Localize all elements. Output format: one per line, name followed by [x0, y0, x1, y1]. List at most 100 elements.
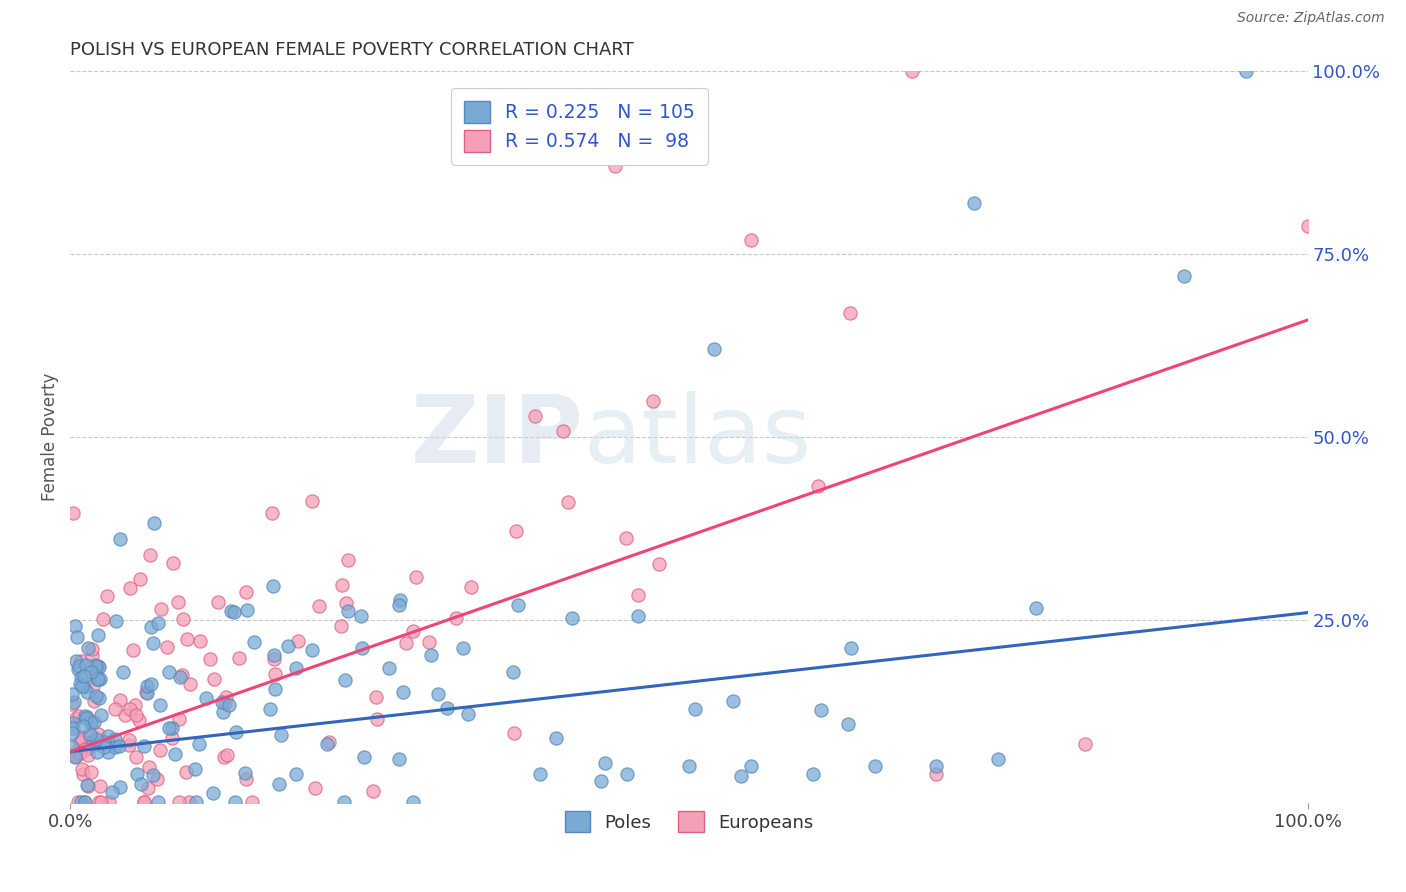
Point: [77, 740, 100, 755]
Point: [108, 739, 131, 754]
Legend: Poles, Europeans: Poles, Europeans: [555, 803, 823, 841]
Point: [925, 759, 948, 773]
Point: [163, 747, 186, 761]
Point: [89, 672, 111, 686]
Point: [186, 795, 208, 809]
Point: [228, 651, 250, 665]
Point: [73, 795, 96, 809]
Point: [63, 695, 86, 709]
Point: [418, 635, 440, 649]
Point: [104, 701, 127, 715]
Point: [1173, 269, 1195, 284]
Point: [70, 680, 93, 694]
Y-axis label: Female Poverty: Female Poverty: [41, 373, 59, 501]
Point: [207, 595, 229, 609]
Point: [395, 636, 418, 650]
Point: [405, 570, 427, 584]
Point: [72, 766, 94, 780]
Point: [75, 708, 97, 723]
Point: [60, 687, 83, 701]
Point: [108, 780, 131, 795]
Point: [143, 516, 166, 530]
Point: [172, 668, 194, 682]
Point: [235, 772, 257, 786]
Point: [87, 660, 110, 674]
Point: [839, 641, 862, 656]
Point: [136, 679, 159, 693]
Point: [721, 694, 744, 708]
Point: [388, 593, 411, 607]
Point: [863, 759, 886, 773]
Point: [350, 641, 373, 656]
Point: [84, 658, 107, 673]
Point: [129, 777, 152, 791]
Point: [508, 599, 530, 613]
Point: [627, 588, 650, 602]
Point: [457, 706, 479, 721]
Point: [132, 739, 155, 753]
Point: [76, 742, 98, 756]
Point: [128, 713, 150, 727]
Point: [101, 784, 124, 798]
Point: [641, 394, 664, 409]
Point: [546, 731, 568, 746]
Point: [188, 737, 211, 751]
Point: [69, 746, 91, 760]
Point: [124, 707, 146, 722]
Text: atlas: atlas: [583, 391, 813, 483]
Point: [335, 596, 357, 610]
Point: [235, 603, 257, 617]
Point: [62, 698, 84, 712]
Point: [65, 710, 87, 724]
Point: [301, 642, 323, 657]
Point: [97, 745, 120, 759]
Point: [593, 756, 616, 770]
Point: [402, 624, 425, 638]
Point: [82, 679, 104, 693]
Point: [284, 660, 307, 674]
Point: [114, 707, 136, 722]
Point: [89, 690, 111, 705]
Point: [73, 795, 96, 809]
Point: [179, 795, 201, 809]
Point: [67, 662, 90, 676]
Point: [350, 608, 373, 623]
Point: [134, 795, 156, 809]
Point: [214, 749, 236, 764]
Point: [63, 619, 86, 633]
Point: [138, 760, 160, 774]
Point: [142, 767, 165, 781]
Point: [215, 748, 238, 763]
Point: [218, 698, 240, 712]
Point: [83, 694, 105, 708]
Point: [65, 748, 87, 763]
Point: [174, 765, 197, 780]
Point: [740, 759, 762, 773]
Point: [925, 766, 948, 780]
Point: [387, 752, 409, 766]
Point: [108, 533, 131, 547]
Point: [66, 631, 89, 645]
Point: [330, 618, 353, 632]
Point: [318, 735, 340, 749]
Point: [79, 727, 101, 741]
Point: [72, 681, 94, 695]
Point: [224, 795, 246, 809]
Point: [243, 635, 266, 649]
Point: [86, 745, 108, 759]
Point: [1296, 219, 1319, 234]
Point: [198, 652, 221, 666]
Point: [194, 690, 217, 705]
Point: [87, 659, 110, 673]
Point: [678, 759, 700, 773]
Point: [97, 729, 120, 743]
Point: [72, 719, 94, 733]
Point: [86, 672, 108, 686]
Point: [69, 670, 91, 684]
Point: [337, 604, 360, 618]
Point: [225, 724, 247, 739]
Point: [524, 409, 547, 424]
Point: [263, 652, 285, 666]
Point: [77, 779, 100, 793]
Point: [616, 531, 638, 545]
